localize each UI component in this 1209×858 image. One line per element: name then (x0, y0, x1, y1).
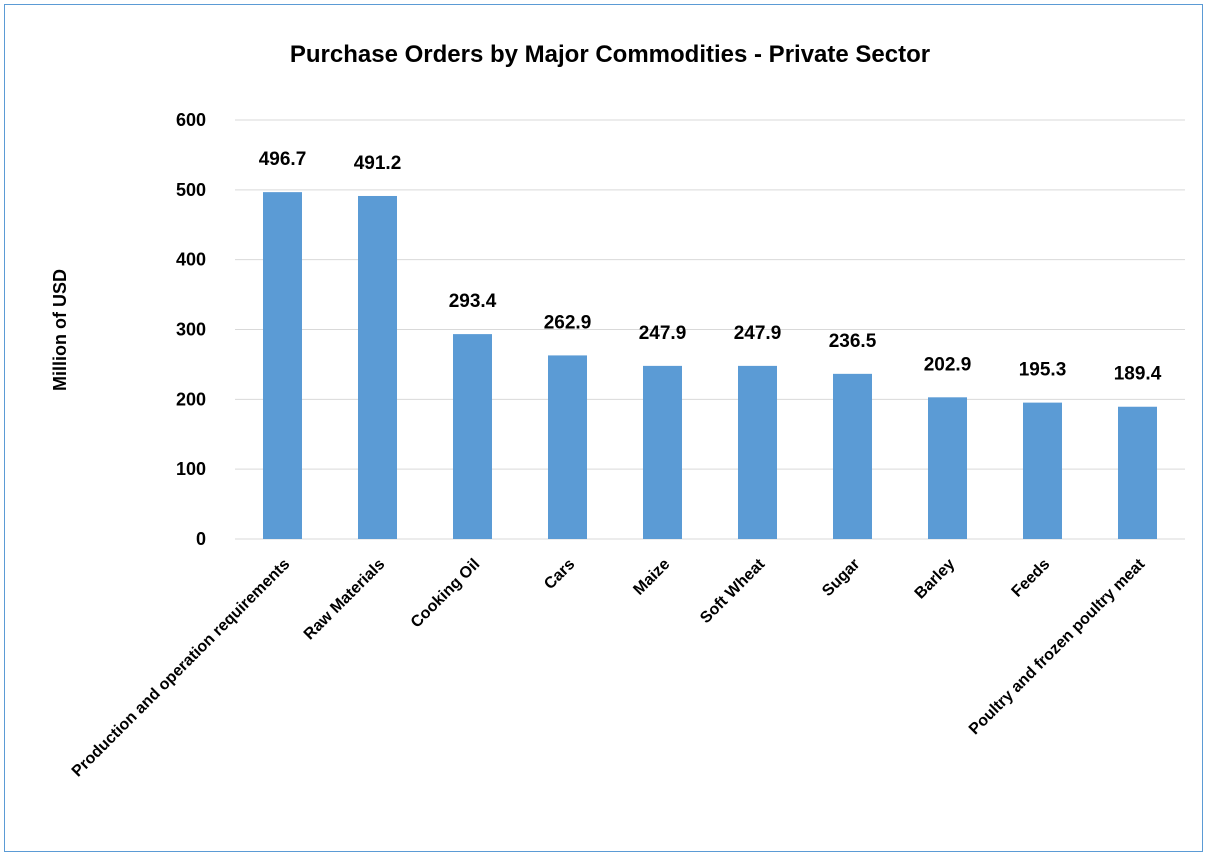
bar (1118, 406, 1157, 539)
y-tick-label: 400 (176, 250, 206, 270)
y-axis-title: Million of USD (50, 269, 70, 391)
bar (1023, 402, 1062, 539)
data-label: 247.9 (639, 323, 687, 344)
chart-container (4, 4, 1203, 852)
data-label: 195.3 (1019, 360, 1067, 381)
category-label: Poultry and frozen poultry meat (966, 555, 1149, 738)
bar (548, 355, 587, 539)
category-label: Cooking Oil (408, 556, 484, 632)
bar (453, 334, 492, 539)
x-axis-categories: Production and operation requirements Raw… (69, 555, 1149, 780)
y-axis-ticks: 0 100 200 300 400 500 600 (176, 110, 206, 549)
bar (643, 365, 682, 539)
category-label: Barley (912, 556, 959, 603)
data-label: 189.4 (1114, 364, 1162, 385)
bars (263, 192, 1157, 540)
category-label: Production and operation requirements (69, 556, 294, 781)
data-label: 496.7 (259, 149, 307, 170)
data-label: 236.5 (829, 331, 877, 352)
y-tick-label: 0 (196, 529, 206, 549)
y-tick-label: 300 (176, 320, 206, 340)
data-label: 202.9 (924, 354, 972, 375)
data-label: 293.4 (449, 291, 497, 312)
category-label: Raw Materials (301, 556, 389, 644)
category-label: Cars (541, 556, 578, 593)
bar (928, 397, 967, 539)
category-label: Maize (630, 556, 673, 599)
data-labels: 496.7 491.2 293.4 262.9 247.9 247.9 236.5 202.9… (259, 149, 1162, 385)
bar (263, 192, 302, 540)
y-tick-label: 600 (176, 110, 206, 130)
data-label: 247.9 (734, 323, 782, 344)
category-label: Feeds (1009, 556, 1054, 601)
category-label: Sugar (819, 556, 863, 600)
chart-title: Purchase Orders by Major Commodities - P… (290, 41, 930, 68)
y-tick-label: 100 (176, 459, 206, 479)
category-label: Soft Wheat (697, 555, 769, 627)
y-tick-label: 500 (176, 180, 206, 200)
data-label: 491.2 (354, 153, 402, 174)
bar (358, 195, 397, 539)
y-tick-label: 200 (176, 389, 206, 409)
bar (738, 365, 777, 539)
bar (833, 373, 872, 539)
data-label: 262.9 (544, 312, 592, 333)
